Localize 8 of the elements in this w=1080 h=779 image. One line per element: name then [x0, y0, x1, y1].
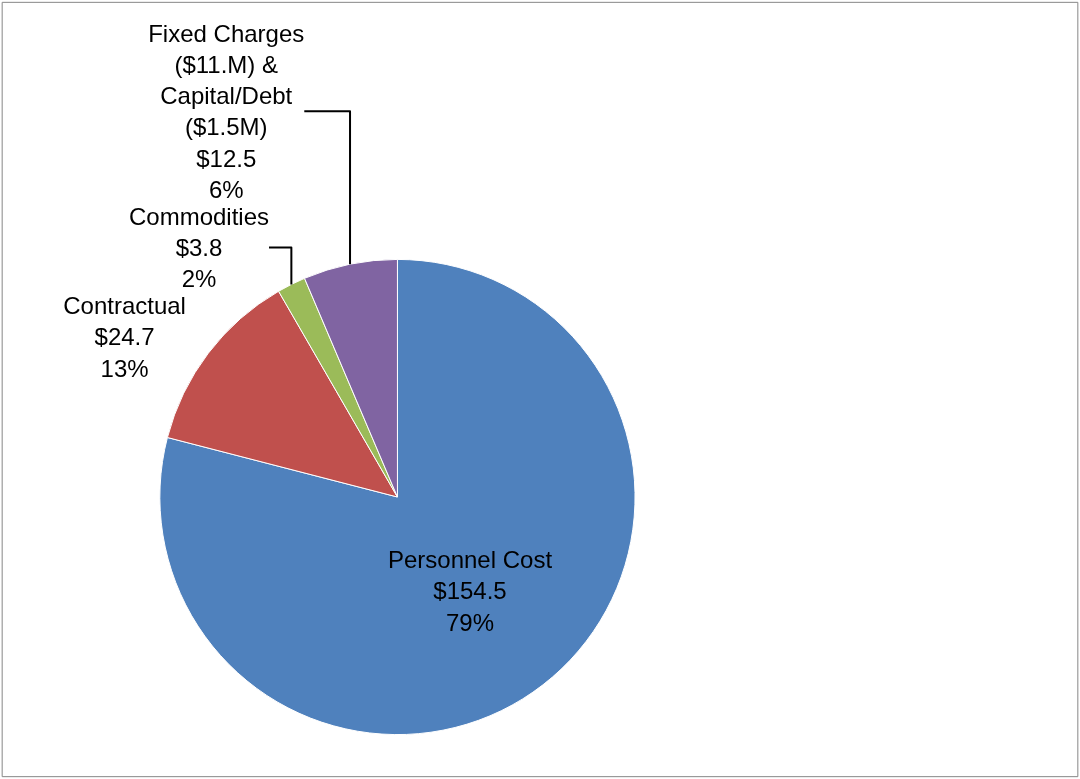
slice-label: Contractual	[63, 292, 186, 320]
slice-label: Personnel Cost	[387, 546, 553, 574]
data-label: $154.5 79%	[433, 577, 507, 636]
data-label: $3.8 2%	[175, 233, 223, 293]
slice-label: Commodities	[128, 202, 270, 230]
slice-label: Fixed Charges ($11.M) & Capital/Debt ($1.5M)	[148, 19, 305, 141]
data-label: $24.7 13%	[94, 323, 155, 382]
data-label: $12.5 6%	[196, 144, 257, 203]
